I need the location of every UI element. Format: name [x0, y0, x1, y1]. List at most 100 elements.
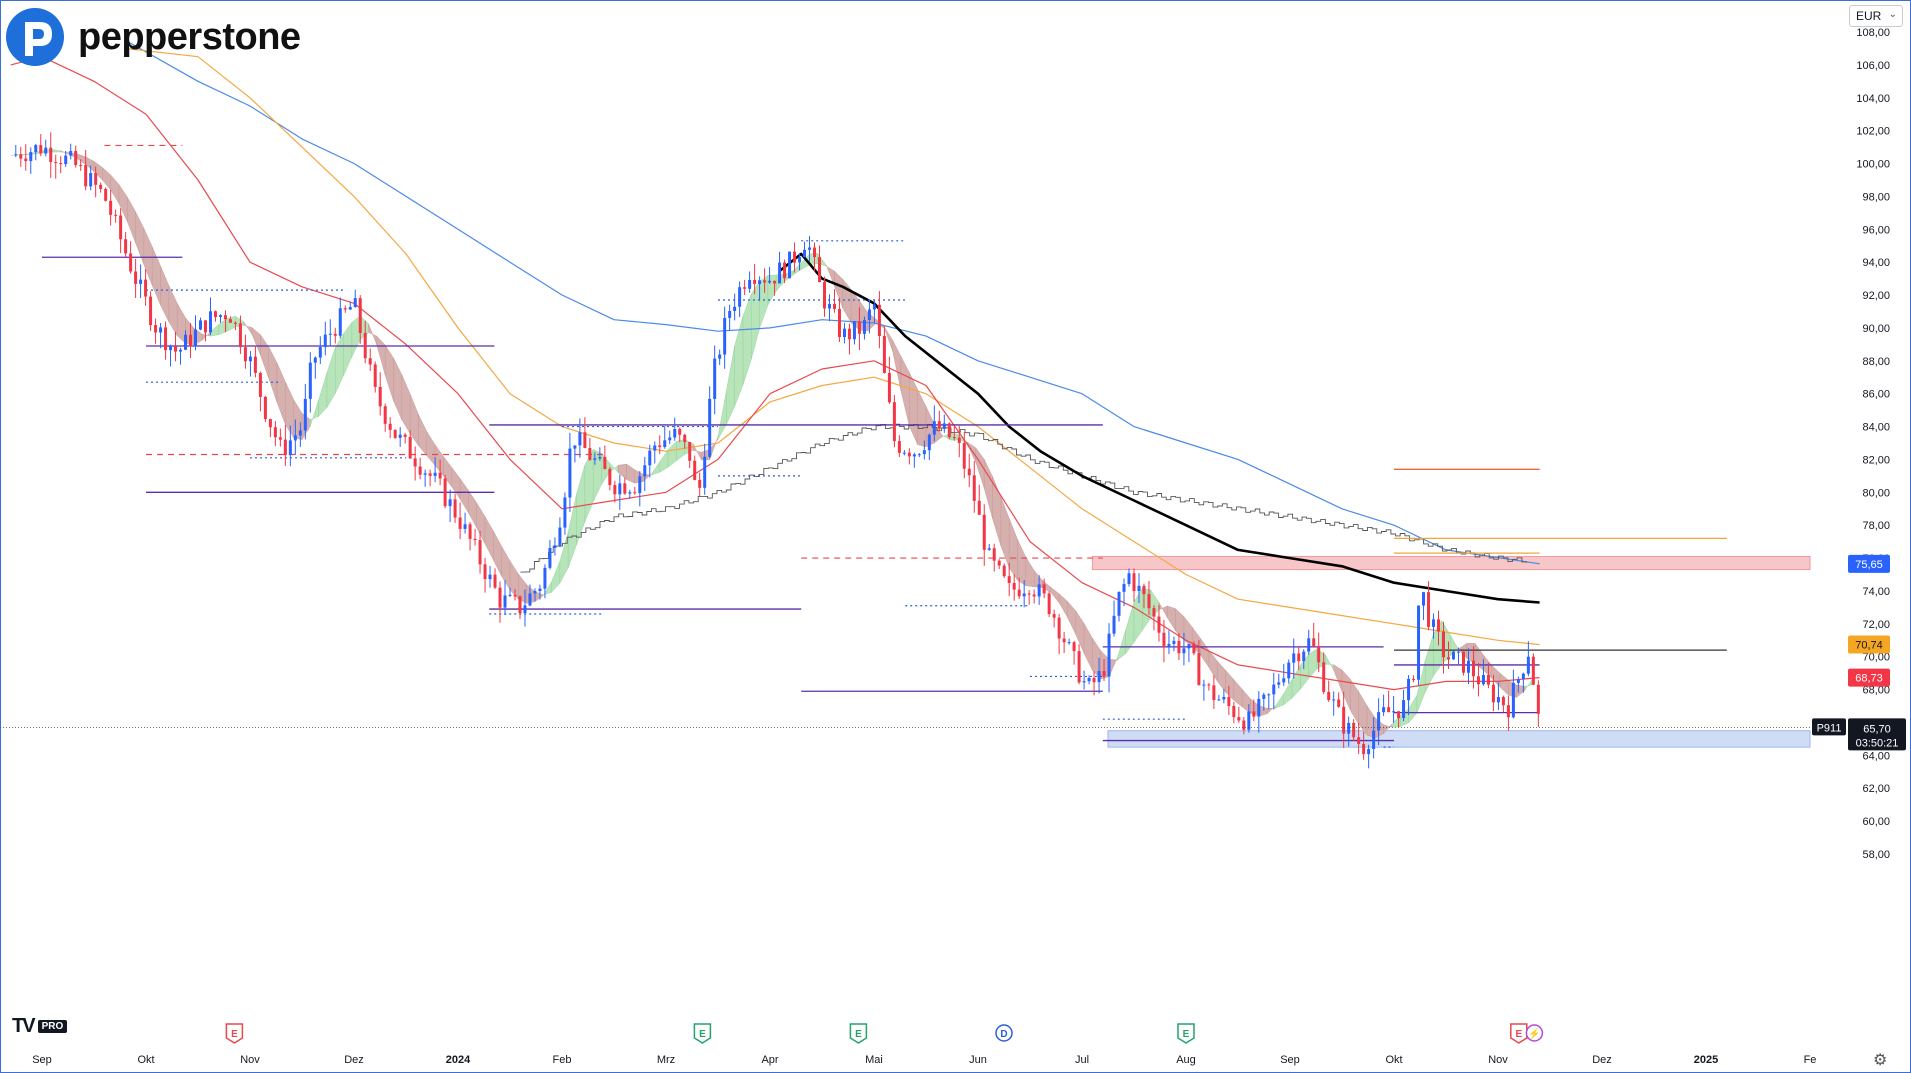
event-marker[interactable]	[225, 1023, 244, 1044]
candle-body	[882, 335, 886, 373]
x-tick-label: 2025	[1694, 1054, 1718, 1066]
vwap-line	[520, 423, 1528, 573]
candle-body	[603, 457, 607, 470]
candle-body	[778, 262, 782, 284]
candle-body	[1397, 711, 1401, 719]
candle-body	[523, 605, 527, 614]
candle-body	[44, 147, 48, 154]
candle-body	[1212, 685, 1216, 701]
candle-body	[59, 163, 63, 165]
x-tick-label: Okt	[1385, 1054, 1402, 1066]
candle-body	[1302, 651, 1306, 662]
candle-body	[1207, 684, 1211, 686]
candle-body	[1461, 651, 1465, 673]
candle-body	[1032, 594, 1036, 597]
x-tick-label: Mai	[865, 1054, 883, 1066]
event-marker[interactable]	[849, 1023, 868, 1044]
event-marker[interactable]	[693, 1023, 712, 1044]
candle-body	[1347, 722, 1351, 734]
event-marker-label: E	[231, 1029, 238, 1040]
cloud-band	[310, 399, 319, 427]
currency-selector[interactable]: EUR ⌄	[1849, 5, 1903, 27]
pepperstone-logo-icon	[6, 8, 64, 66]
candle-body	[149, 296, 153, 326]
candle-body	[837, 308, 841, 338]
candle-body	[1297, 653, 1301, 662]
gear-icon[interactable]: ⚙	[1873, 1052, 1888, 1069]
candle-body	[852, 321, 856, 340]
candle-body	[718, 354, 722, 359]
candle-body	[34, 145, 38, 153]
chevron-down-icon: ⌄	[1888, 9, 1897, 20]
candle-body	[1107, 633, 1111, 677]
candle-body	[1157, 616, 1161, 633]
ema-blue-line	[124, 39, 1540, 565]
candle-body	[1526, 656, 1530, 674]
candle-body	[233, 322, 237, 324]
candle-body	[268, 419, 272, 428]
candle-body	[278, 437, 282, 440]
candle-body	[773, 280, 777, 284]
candle-body	[119, 215, 123, 240]
candle-body	[808, 247, 812, 250]
candle-body	[698, 479, 702, 488]
event-marker[interactable]	[1177, 1023, 1195, 1044]
candle-body	[573, 445, 577, 449]
cloud-band	[1058, 593, 1068, 618]
event-marker[interactable]	[1510, 1023, 1528, 1044]
candle-body	[1402, 700, 1406, 719]
x-tick-label: Dez	[1592, 1054, 1612, 1066]
cloud-band	[376, 335, 386, 376]
candle-body	[987, 548, 991, 550]
candle-body	[867, 309, 871, 320]
candle-body	[892, 402, 896, 442]
candle-body	[1422, 592, 1426, 606]
candle-body	[538, 588, 542, 591]
currency-value: EUR	[1856, 9, 1882, 23]
ema-red-line	[10, 56, 1540, 691]
candle-body	[438, 472, 442, 479]
candle-body	[169, 346, 173, 351]
candle-body	[1521, 673, 1525, 680]
candle-body	[1047, 593, 1051, 615]
cloud-band	[900, 356, 910, 427]
candle-body	[263, 396, 267, 420]
cloud-band	[842, 278, 852, 324]
candle-body	[184, 334, 188, 350]
candle-body	[748, 279, 752, 289]
candle-body	[1262, 694, 1266, 699]
event-marker[interactable]	[995, 1024, 1013, 1042]
candle-body	[498, 587, 502, 608]
price-tag-label: 68,73	[1855, 673, 1883, 685]
cloud-band	[1474, 642, 1484, 671]
candle-body	[857, 321, 861, 334]
cloud-band	[434, 444, 444, 477]
candle-body	[1012, 583, 1016, 590]
candle-body	[1312, 638, 1316, 647]
tradingview-icon: TV	[12, 1015, 36, 1037]
candle-body	[653, 445, 657, 451]
candle-body	[1217, 699, 1221, 701]
candle-body	[593, 458, 597, 460]
candle-body	[897, 441, 901, 453]
cloud-band	[1350, 678, 1359, 726]
candle-body	[1077, 651, 1081, 683]
event-marker[interactable]	[1525, 1024, 1544, 1042]
candle-body	[1182, 648, 1186, 654]
cloud-band	[1125, 601, 1135, 655]
candle-body	[578, 432, 582, 446]
y-tick-label: 102,00	[1856, 126, 1890, 138]
candle-body	[74, 151, 78, 166]
last-price-label: 65,70	[1863, 723, 1891, 735]
candle-body	[518, 596, 522, 614]
candle-body	[238, 323, 242, 348]
candle-body	[1317, 646, 1321, 663]
candle-body	[1072, 642, 1076, 652]
y-tick-label: 74,00	[1862, 586, 1890, 598]
candle-body	[213, 311, 217, 318]
x-tick-label: Jul	[1075, 1054, 1089, 1066]
cloud-band	[168, 285, 178, 337]
candle-body	[803, 249, 807, 258]
cloud-band	[726, 345, 735, 425]
